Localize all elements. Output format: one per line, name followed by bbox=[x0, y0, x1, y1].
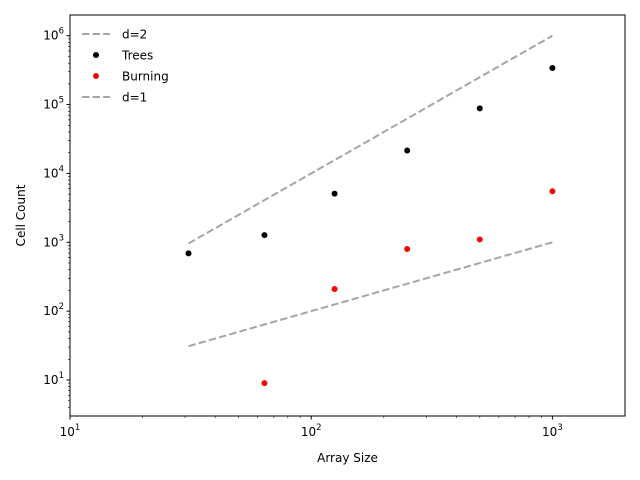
point-burning-1 bbox=[261, 380, 268, 387]
point-trees-4 bbox=[404, 147, 411, 154]
point-trees-6 bbox=[549, 64, 556, 71]
legend-label-trees: Trees bbox=[121, 49, 153, 63]
y-tick-label-100000: 105 bbox=[43, 96, 64, 112]
axes-frame bbox=[69, 14, 626, 417]
series-line-d-2 bbox=[188, 34, 553, 245]
point-burning-3 bbox=[404, 245, 411, 252]
legend-label-d-1: d=1 bbox=[122, 91, 147, 105]
point-trees-3 bbox=[331, 190, 338, 197]
point-trees-1 bbox=[185, 250, 192, 257]
point-trees-5 bbox=[476, 105, 483, 112]
y-tick-label-100: 102 bbox=[43, 302, 64, 318]
y-axis-label: Cell Count bbox=[14, 184, 28, 246]
x-tick-label-1000: 103 bbox=[542, 423, 563, 439]
y-tick-label-1000: 103 bbox=[43, 233, 64, 249]
point-burning-5 bbox=[549, 188, 556, 195]
y-tick-label-1000000: 106 bbox=[43, 27, 64, 43]
x-tick-label-100: 102 bbox=[301, 423, 322, 439]
axis-ticks: 101 102 103 101 102 103 104 105 106 bbox=[43, 27, 562, 439]
legend-label-burning: Burning bbox=[122, 70, 169, 84]
point-burning-4 bbox=[476, 236, 483, 243]
legend-swatch-trees bbox=[93, 52, 99, 58]
legend-swatch-burning bbox=[93, 73, 99, 79]
x-axis-label: Array Size bbox=[317, 451, 378, 465]
x-tick-label-10: 101 bbox=[60, 423, 81, 439]
y-tick-label-10000: 104 bbox=[43, 164, 64, 180]
plot-area bbox=[185, 34, 556, 387]
y-tick-label-10: 101 bbox=[43, 371, 64, 387]
point-burning-2 bbox=[331, 285, 338, 292]
legend-label-d-2: d=2 bbox=[122, 28, 147, 42]
legend: d=2 Trees Burning d=1 bbox=[82, 28, 169, 105]
point-trees-2 bbox=[261, 232, 268, 239]
